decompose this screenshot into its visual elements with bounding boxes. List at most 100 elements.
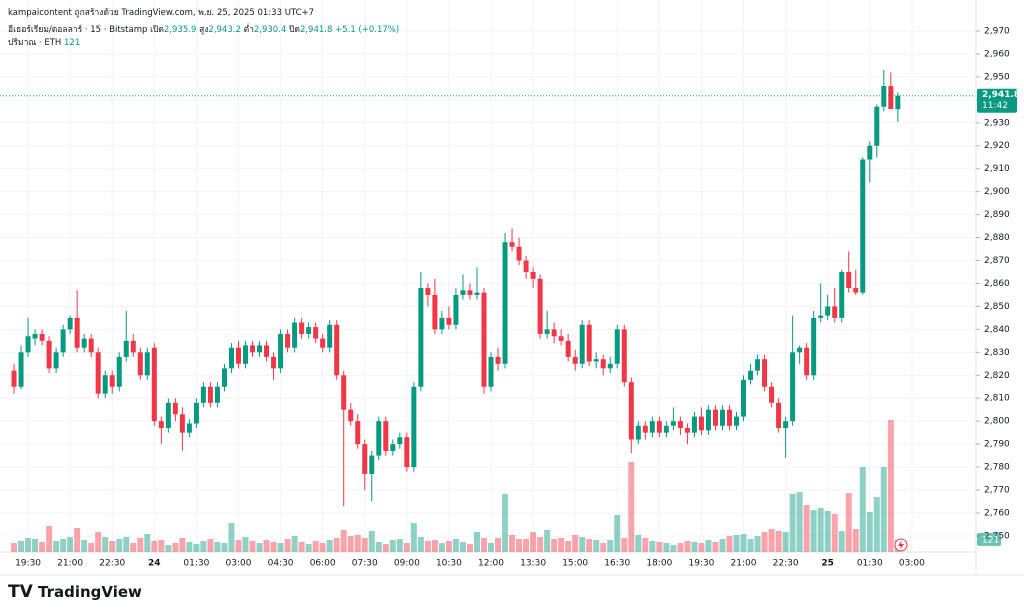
volume-bar	[305, 544, 312, 552]
volume-bar	[873, 497, 880, 552]
volume-bar	[67, 537, 74, 552]
candle-body	[663, 425, 669, 433]
candle-body	[705, 409, 711, 431]
volume-bar	[284, 539, 291, 552]
volume-bar	[495, 538, 502, 552]
volume-bar	[11, 543, 18, 552]
volume-value: 121	[64, 38, 81, 48]
volume-bar	[635, 535, 642, 552]
candle-body	[67, 317, 73, 330]
volume-bar	[509, 535, 516, 552]
volume-bar	[649, 541, 656, 552]
candle-body	[306, 327, 312, 334]
volume-bar	[116, 539, 123, 552]
candle-body	[165, 402, 171, 429]
volume-bar	[179, 538, 186, 552]
volume-bar	[368, 531, 375, 552]
volume-bar	[775, 531, 782, 552]
last-price-tag	[977, 88, 1017, 113]
volume-bar	[740, 534, 747, 552]
candle-body	[719, 409, 725, 426]
volume-bar	[719, 539, 726, 552]
x-tick-label: 07:30	[352, 559, 378, 569]
volume-bar	[579, 537, 586, 552]
candle-body	[243, 345, 249, 364]
candle-body	[446, 317, 452, 325]
last-price-text: 2,941.8	[982, 90, 1020, 100]
volume-bar	[81, 540, 88, 552]
candle-body	[755, 359, 761, 371]
volume-bar	[572, 535, 579, 552]
volume-bar	[544, 530, 551, 552]
candle-body	[334, 324, 340, 376]
low-label: ต่ำ	[243, 25, 254, 35]
volume-bar	[410, 523, 417, 552]
close-label: ปิด	[289, 25, 300, 35]
close-value: 2,941.8	[299, 25, 333, 35]
volume-bar	[712, 542, 719, 552]
volume-bar	[691, 542, 698, 552]
volume-bar	[600, 543, 607, 552]
volume-bar	[298, 542, 305, 552]
volume-bar	[396, 539, 403, 552]
low-value: 2,930.4	[253, 25, 287, 35]
candle-body	[551, 329, 557, 337]
volume-bar	[417, 537, 424, 552]
y-tick-label: 2,930	[984, 118, 1010, 128]
candle-body	[832, 306, 838, 318]
candle-body	[670, 421, 676, 426]
y-tick-label: 2,810	[984, 394, 1010, 404]
volume-bar	[165, 545, 172, 552]
y-tick-label: 2,860	[984, 279, 1010, 289]
candle-body	[537, 278, 543, 334]
volume-bar	[803, 505, 810, 552]
candle-body	[698, 416, 704, 431]
volume-tag	[977, 532, 1001, 546]
candle-body	[341, 375, 347, 410]
candle-body	[144, 352, 150, 376]
candle-body	[565, 340, 571, 357]
x-tick-label: 01:30	[183, 559, 209, 569]
candle-body	[250, 345, 256, 353]
y-tick-label: 2,880	[984, 233, 1010, 243]
x-tick-label: 21:00	[731, 559, 757, 569]
volume-bar	[656, 542, 663, 552]
candle-body	[207, 386, 213, 403]
candle-body	[432, 294, 438, 330]
volume-bar	[46, 526, 53, 552]
volume-bar	[747, 539, 754, 552]
candle-body	[193, 402, 199, 424]
candle-body	[593, 359, 599, 362]
candle-body	[614, 329, 620, 364]
candle-body	[418, 288, 424, 387]
volume-bar	[530, 532, 537, 552]
volume-tag-text: 121	[982, 535, 999, 545]
candle-body	[228, 347, 234, 369]
x-tick-label: 10:30	[436, 559, 462, 569]
candle-body	[523, 260, 529, 272]
volume-bar	[172, 543, 179, 552]
volume-bar	[859, 467, 866, 552]
candle-body	[439, 317, 445, 330]
candle-body	[656, 421, 662, 433]
volume-bar	[466, 544, 473, 552]
candle-body	[39, 333, 45, 341]
candle-body	[285, 333, 291, 348]
volume-bar	[768, 529, 775, 552]
candle-body	[839, 271, 845, 318]
candle-body	[621, 329, 627, 383]
y-tick-label: 2,960	[984, 49, 1010, 59]
volume-bar	[705, 540, 712, 552]
candle-body	[776, 402, 782, 429]
candle-body	[811, 317, 817, 376]
candle-body	[158, 421, 164, 429]
candle-body	[397, 437, 403, 445]
candle-body	[572, 356, 578, 364]
candle-body	[586, 324, 592, 362]
candle-body	[390, 444, 396, 452]
volume-bar	[677, 543, 684, 552]
candle-body	[292, 322, 298, 348]
candle-body	[257, 345, 263, 353]
volume-bar	[151, 541, 158, 552]
candle-body	[825, 306, 831, 316]
